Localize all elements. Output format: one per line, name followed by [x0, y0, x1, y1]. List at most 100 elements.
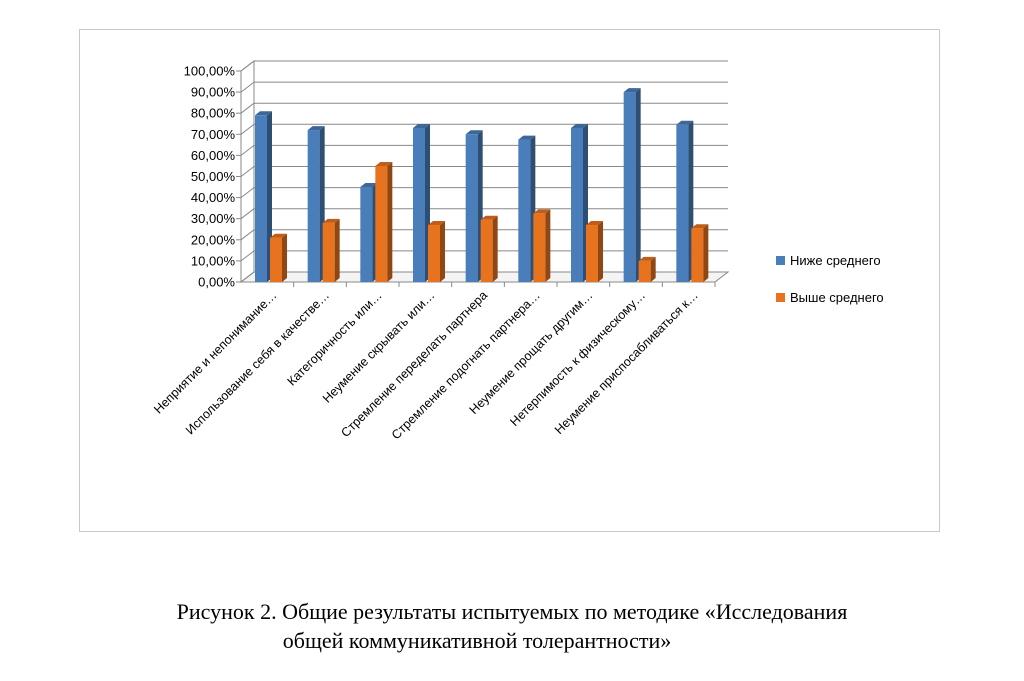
- y-tick-label: 100,00%: [184, 64, 236, 79]
- y-tick-label: 10,00%: [191, 253, 236, 268]
- bar-front: [307, 130, 320, 282]
- bar-front: [533, 213, 546, 282]
- bar-front: [571, 127, 583, 282]
- x-category-label: Категоричность или…: [285, 288, 385, 388]
- bar-above-avg: [322, 218, 340, 282]
- bar-side: [635, 88, 641, 282]
- bar-front: [480, 219, 493, 282]
- bar-above-avg: [586, 221, 603, 282]
- legend-label: Ниже среднего: [790, 253, 881, 268]
- y-tick-label: 0,00%: [198, 275, 235, 290]
- chart-area: 0,00% 10,00% 20,00% 30,00% 40,00% 50,00% 60,00…: [79, 29, 940, 532]
- bar-top: [533, 209, 551, 214]
- bar-below-avg: [676, 120, 694, 283]
- bar-above-avg: [638, 256, 656, 282]
- bar-side: [598, 221, 603, 282]
- bar-top: [586, 221, 603, 226]
- bar-below-avg: [255, 111, 272, 282]
- x-axis-labels: Неприятие и непонимание…Использование се…: [151, 288, 701, 442]
- gridline-depth: [240, 250, 255, 262]
- bar-front: [360, 187, 373, 282]
- bar-top: [638, 256, 656, 261]
- bar-side: [387, 161, 393, 282]
- bar-side: [650, 256, 656, 282]
- chart-svg: 0,00% 10,00% 20,00% 30,00% 40,00% 50,00% 60,00…: [151, 59, 884, 442]
- bar-top: [571, 123, 588, 128]
- gridline-depth: [240, 229, 255, 241]
- gridline-depth: [240, 271, 255, 283]
- bar-top: [360, 183, 378, 188]
- chart-bars: [255, 88, 709, 283]
- bar-front: [322, 222, 335, 282]
- caption-line-2: общей коммуникативной толерантности»: [282, 628, 672, 653]
- bar-front: [413, 127, 425, 282]
- legend-label: Выше среднего: [790, 290, 884, 305]
- bar-above-avg: [691, 224, 709, 282]
- bar-top: [428, 221, 445, 226]
- bar-below-avg: [518, 135, 536, 282]
- bar-front: [586, 225, 598, 282]
- bar-top: [480, 215, 498, 220]
- y-tick-label: 70,00%: [191, 127, 236, 142]
- bar-front: [518, 139, 531, 282]
- bar-top: [307, 126, 325, 131]
- bar-top: [465, 130, 483, 135]
- bar-top: [623, 88, 641, 93]
- bar-top: [518, 135, 536, 140]
- bar-top: [691, 224, 709, 229]
- bar-front: [465, 134, 478, 282]
- bar-below-avg: [413, 123, 430, 282]
- bar-front: [638, 260, 651, 282]
- bar-above-avg: [533, 209, 551, 282]
- gridline-depth: [240, 187, 255, 198]
- bar-top: [255, 111, 272, 116]
- bar-below-avg: [571, 123, 588, 282]
- bar-top: [270, 233, 287, 238]
- legend-swatch: [776, 256, 785, 265]
- y-tick-label: 50,00%: [191, 169, 236, 184]
- y-tick-label: 30,00%: [191, 211, 236, 226]
- y-tick-label: 90,00%: [191, 85, 236, 100]
- bar-top: [375, 161, 393, 166]
- bar-above-avg: [375, 161, 393, 282]
- gridline-depth: [240, 81, 255, 93]
- gridline-depth: [240, 208, 255, 220]
- bar-above-avg: [270, 233, 287, 282]
- x-category-label: Неумение скрывать или…: [320, 288, 437, 405]
- bar-side: [334, 218, 340, 282]
- bar-side: [545, 209, 551, 282]
- y-tick-label: 80,00%: [191, 106, 236, 121]
- gridline-depth: [240, 145, 255, 156]
- bar-front: [676, 124, 689, 283]
- bar-top: [413, 123, 430, 128]
- figure-caption: Рисунок 2. Общие результаты испытуемых п…: [0, 597, 1024, 655]
- bar-above-avg: [480, 215, 498, 282]
- gridline-depth: [240, 102, 255, 114]
- bar-front: [428, 225, 440, 282]
- bar-top: [676, 120, 694, 125]
- gridline-depth: [240, 60, 255, 72]
- bar-side: [440, 221, 445, 282]
- legend-swatch: [776, 293, 785, 302]
- bar-below-avg: [623, 88, 641, 282]
- bar-below-avg: [307, 126, 325, 282]
- y-tick-label: 40,00%: [191, 190, 236, 205]
- bar-side: [492, 215, 498, 282]
- chart-legend: Ниже среднего Выше среднего: [776, 253, 884, 305]
- bar-front: [375, 165, 388, 282]
- bar-front: [270, 237, 282, 282]
- y-tick-label: 60,00%: [191, 148, 236, 163]
- bar-side: [703, 224, 709, 282]
- y-axis-ticks: 0,00% 10,00% 20,00% 30,00% 40,00% 50,00% 60,00…: [184, 64, 236, 290]
- bar-above-avg: [428, 221, 445, 282]
- bar-front: [691, 228, 704, 282]
- bar-below-avg: [465, 130, 483, 282]
- bar-front: [255, 115, 267, 282]
- caption-line-1: Рисунок 2. Общие результаты испытуемых п…: [176, 599, 848, 624]
- bar-front: [623, 92, 636, 282]
- gridline-depth: [240, 123, 255, 135]
- bar-side: [282, 233, 287, 282]
- bar-below-avg: [360, 183, 378, 282]
- gridline-depth: [240, 166, 255, 177]
- y-tick-label: 20,00%: [191, 232, 236, 247]
